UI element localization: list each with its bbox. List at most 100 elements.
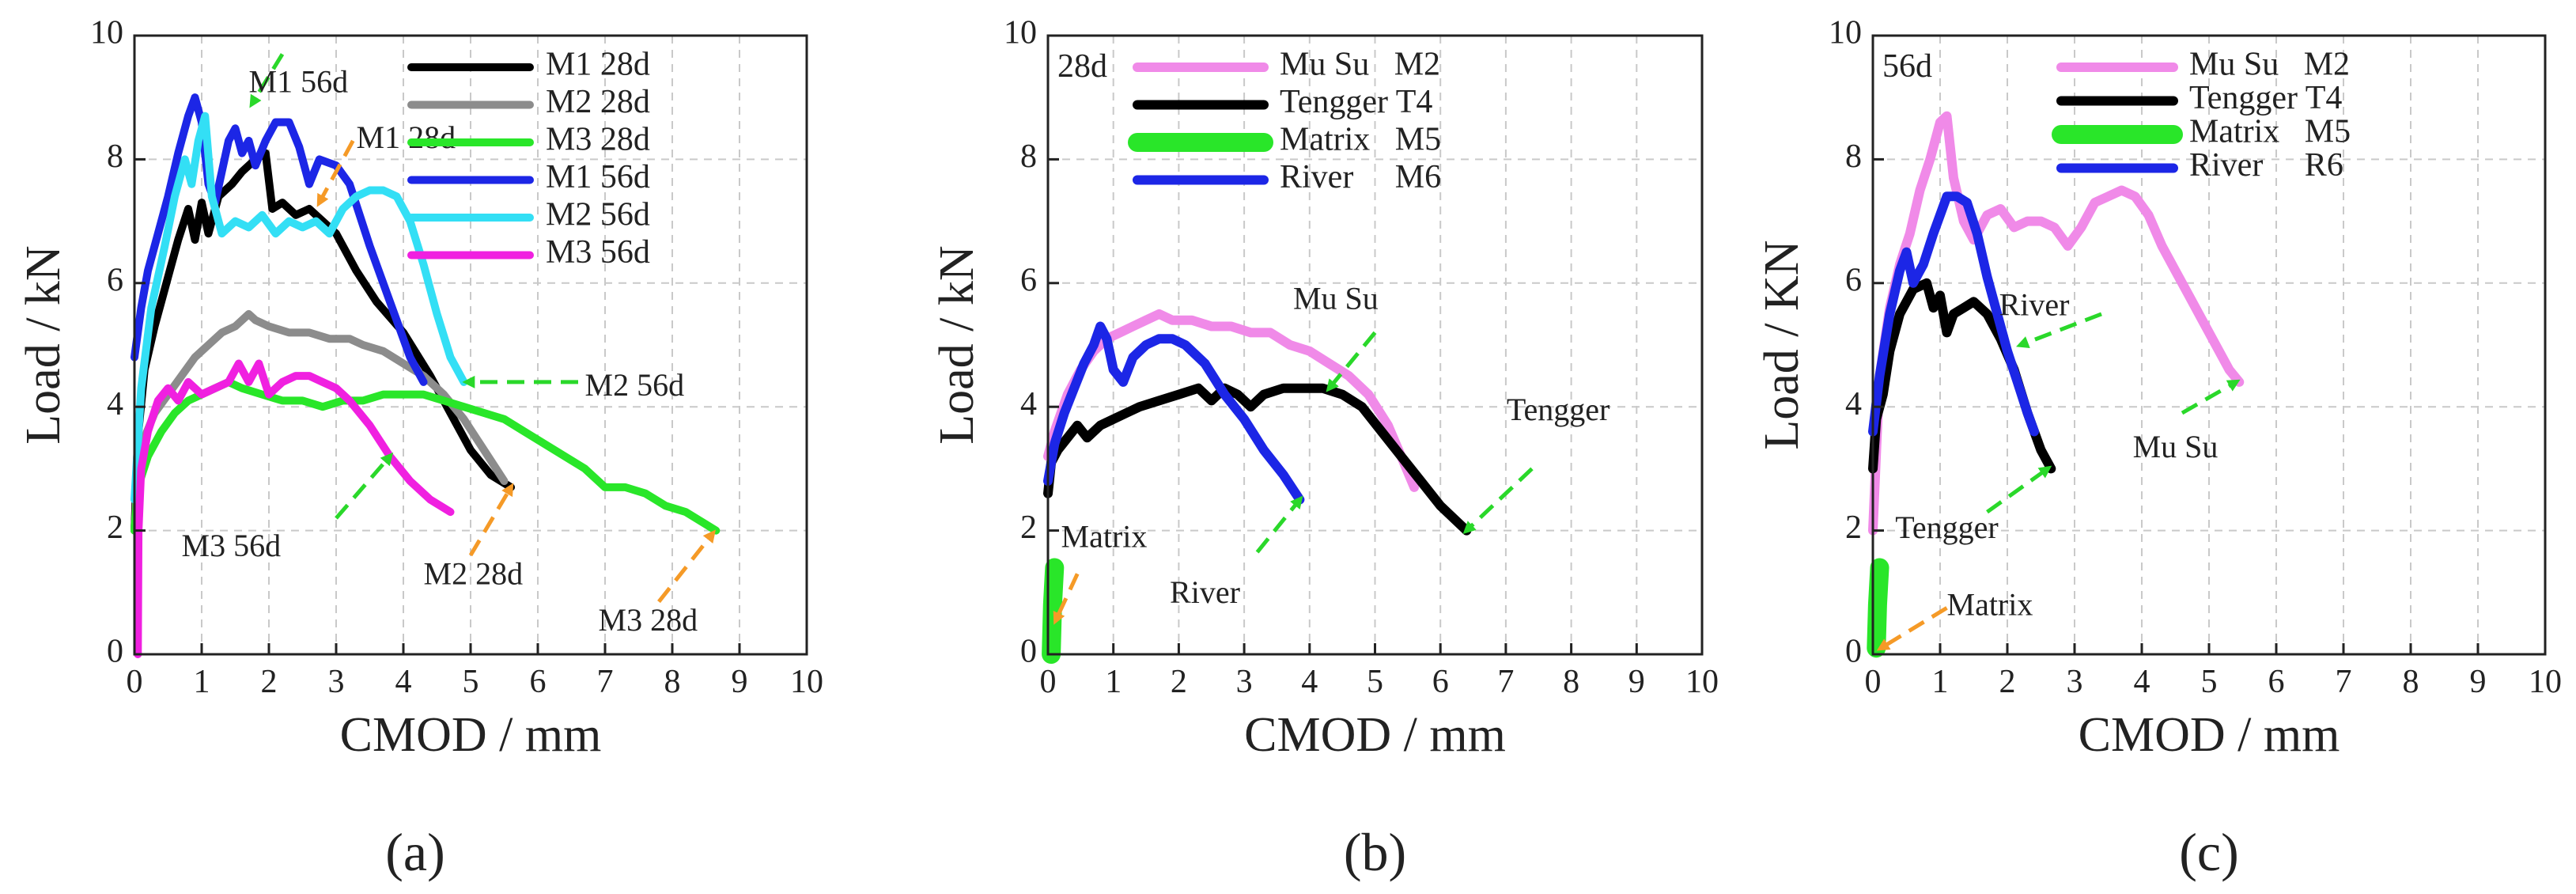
series-line-mu-su-m2 bbox=[1868, 111, 2245, 536]
legend-label: Matrix M5 bbox=[1280, 122, 1441, 158]
annotation-arrow bbox=[1326, 331, 1377, 392]
annotation-label: Matrix bbox=[1061, 519, 1148, 555]
y-axis-title: Load / kN bbox=[17, 245, 70, 444]
y-tick-label: 8 bbox=[1020, 138, 1037, 175]
annotation-arrow bbox=[335, 452, 394, 520]
panel-c: River Mu Su Tengger Matrix 0 1 2 3 4 5 6 7 8 9 10 0 2 4 6 8… bbox=[1755, 15, 2562, 882]
x-axis-title: CMOD / mm bbox=[2079, 708, 2340, 762]
x-tick-label: 9 bbox=[732, 664, 748, 700]
y-tick-label: 2 bbox=[107, 510, 123, 546]
x-tick-label: 3 bbox=[2067, 664, 2083, 700]
annotation-arrow bbox=[1462, 467, 1534, 534]
annotation-label: Tengger bbox=[1507, 392, 1610, 427]
x-tick-label: 2 bbox=[1999, 664, 2016, 700]
annotation-label: River bbox=[1170, 574, 1240, 610]
series-line-river-r6 bbox=[1868, 191, 2039, 437]
x-tick-label: 3 bbox=[1236, 664, 1253, 700]
annotation-arrow bbox=[249, 53, 285, 108]
x-axis-title: CMOD / mm bbox=[340, 708, 602, 762]
x-tick-label: 1 bbox=[1932, 664, 1949, 700]
legend-label: Tengger T4 bbox=[2189, 80, 2342, 116]
annotation-label: Matrix bbox=[1947, 587, 2033, 623]
panel-age-tag: 56d bbox=[1882, 48, 1932, 85]
x-tick-label: 4 bbox=[2134, 664, 2150, 700]
annotation-arrow bbox=[2181, 379, 2241, 415]
annotation-arrow bbox=[2016, 312, 2102, 349]
y-tick-label: 0 bbox=[1020, 634, 1037, 670]
annotation-label: River bbox=[1999, 286, 2070, 322]
legend-label: M2 28d bbox=[546, 84, 650, 120]
y-tick-label: 4 bbox=[1845, 386, 1862, 422]
x-tick-label: 5 bbox=[463, 664, 479, 700]
series-line-m2-56d bbox=[131, 112, 468, 504]
annotation-label: M2 28d bbox=[424, 555, 524, 591]
x-tick-label: 3 bbox=[328, 664, 345, 700]
y-tick-label: 8 bbox=[107, 138, 123, 175]
x-tick-label: 5 bbox=[2201, 664, 2218, 700]
annotation-arrow bbox=[468, 483, 514, 557]
y-tick-label: 8 bbox=[1845, 138, 1862, 175]
y-tick-label: 10 bbox=[90, 15, 123, 51]
x-tick-label: 8 bbox=[664, 664, 681, 700]
series-line-m3-28d bbox=[131, 377, 721, 535]
x-tick-label: 10 bbox=[1685, 664, 1719, 700]
legend-label: Tengger T4 bbox=[1280, 84, 1432, 120]
panel-b: Mu Su Tengger Matrix River 0 1 2 3 4 5 6 7 8 9 10 0 2 4 6 8… bbox=[930, 15, 1719, 882]
legend-label: M3 56d bbox=[546, 234, 650, 271]
legend-label: River M6 bbox=[1280, 159, 1441, 195]
y-axis-title: Load / kN bbox=[930, 245, 984, 444]
x-tick-label: 6 bbox=[530, 664, 547, 700]
legend-label: Matrix M5 bbox=[2189, 114, 2351, 150]
y-tick-label: 10 bbox=[1004, 15, 1037, 51]
x-tick-label: 0 bbox=[1040, 664, 1057, 700]
y-tick-label: 4 bbox=[107, 386, 123, 422]
panel-caption: (a) bbox=[385, 822, 444, 882]
series-line-matrix-m5 bbox=[1867, 558, 1889, 658]
y-tick-label: 0 bbox=[107, 634, 123, 670]
annotation-label: Tengger bbox=[1895, 510, 1998, 545]
x-tick-label: 0 bbox=[127, 664, 143, 700]
x-tick-label: 0 bbox=[1865, 664, 1882, 700]
y-tick-label: 6 bbox=[107, 262, 123, 298]
x-tick-label: 9 bbox=[1628, 664, 1645, 700]
legend-label: Mu Su M2 bbox=[1280, 47, 1440, 83]
x-tick-label: 5 bbox=[1367, 664, 1383, 700]
legend-label: M3 28d bbox=[546, 122, 650, 158]
annotation-label: M3 56d bbox=[182, 528, 282, 563]
x-tick-label: 1 bbox=[194, 664, 210, 700]
x-tick-label: 2 bbox=[261, 664, 278, 700]
annotation-label: Mu Su bbox=[2133, 429, 2219, 464]
y-tick-label: 6 bbox=[1020, 262, 1037, 298]
legend-label: M2 56d bbox=[546, 197, 650, 233]
x-tick-label: 6 bbox=[2268, 664, 2285, 700]
x-tick-label: 2 bbox=[1171, 664, 1187, 700]
legend-label: River R6 bbox=[2189, 147, 2343, 184]
x-tick-label: 4 bbox=[395, 664, 412, 700]
annotation-arrow bbox=[1876, 606, 1948, 651]
panel-caption: (b) bbox=[1344, 822, 1406, 882]
x-tick-label: 8 bbox=[2403, 664, 2419, 700]
annotation-label: M3 28d bbox=[599, 602, 698, 638]
y-tick-label: 0 bbox=[1845, 634, 1862, 670]
x-tick-label: 7 bbox=[1497, 664, 1514, 700]
x-axis-title: CMOD / mm bbox=[1244, 708, 1506, 762]
series-line-tengger-t4 bbox=[1043, 383, 1472, 536]
series-line-river-m6 bbox=[1043, 321, 1305, 505]
series-line-matrix-m5 bbox=[1042, 558, 1065, 664]
y-tick-label: 10 bbox=[1829, 15, 1862, 51]
legend-label: M1 28d bbox=[546, 47, 650, 83]
y-tick-label: 2 bbox=[1020, 510, 1037, 546]
series-line-m1-56d bbox=[131, 93, 428, 386]
series-line-m1-28d bbox=[131, 149, 515, 535]
annotation-arrow bbox=[316, 139, 355, 207]
x-tick-label: 7 bbox=[2336, 664, 2352, 700]
y-tick-label: 4 bbox=[1020, 386, 1037, 422]
x-tick-label: 1 bbox=[1105, 664, 1122, 700]
legend-label: Mu Su M2 bbox=[2189, 47, 2350, 83]
annotation-arrow bbox=[1053, 573, 1080, 625]
x-tick-label: 10 bbox=[790, 664, 823, 700]
x-tick-label: 6 bbox=[1432, 664, 1449, 700]
x-tick-label: 10 bbox=[2529, 664, 2562, 700]
